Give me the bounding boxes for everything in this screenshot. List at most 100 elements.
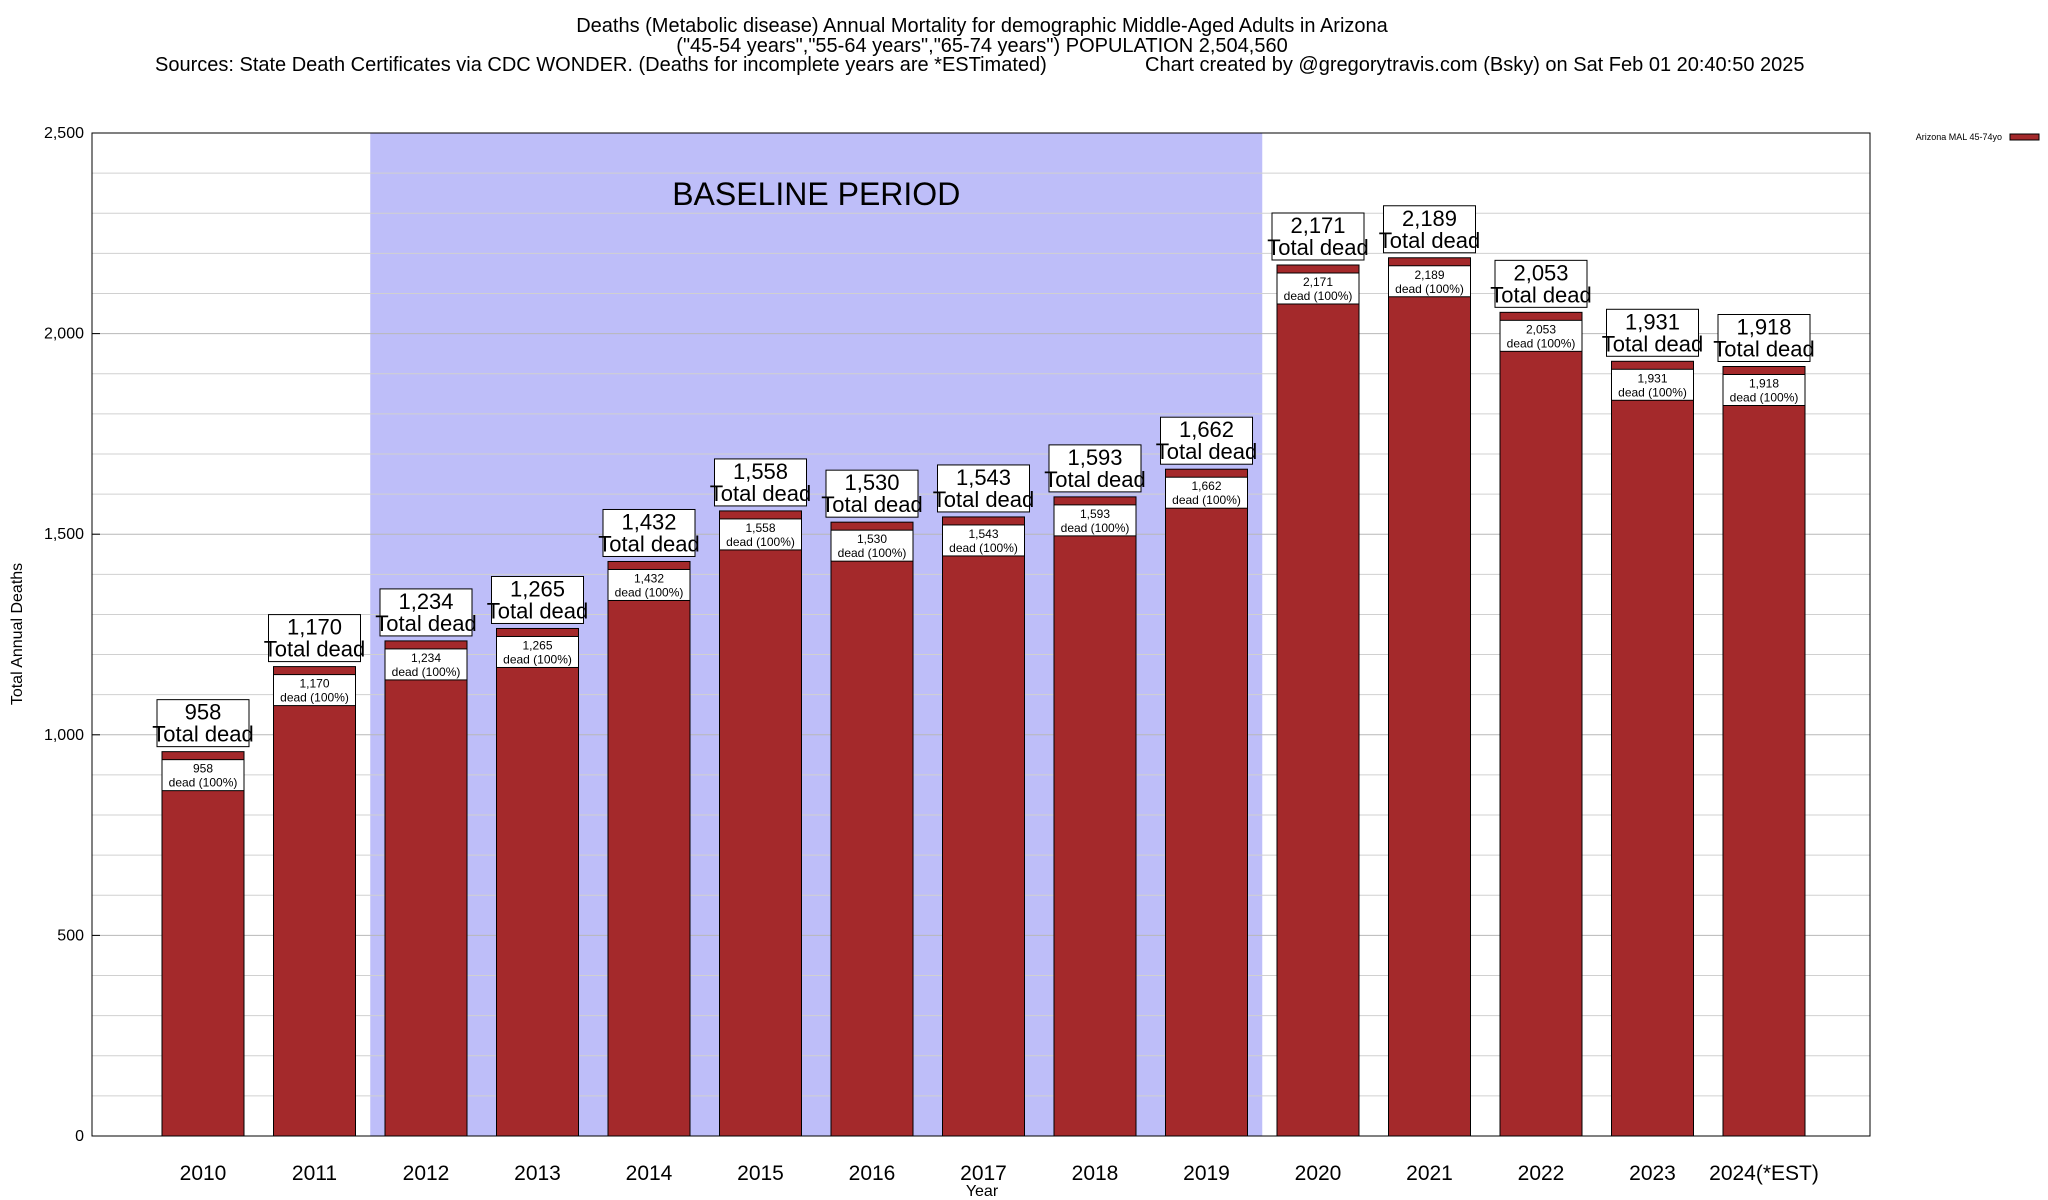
bar-inner-percent-label: dead (100%) xyxy=(615,585,684,599)
bar-total-value-label: 1,432 xyxy=(621,509,676,534)
bar-total-suffix-label: Total dead xyxy=(1713,336,1815,361)
bar xyxy=(719,510,802,1137)
bar-inner-percent-label: dead (100%) xyxy=(726,535,795,549)
bar xyxy=(384,640,468,1137)
x-axis-ticks: 2010 2011 2012 2013 2014 2015 2016 2017 2018 2019… xyxy=(180,1162,1819,1185)
chart-title-line-2: ("45-54 years","55-64 years","65-74 year… xyxy=(676,35,1287,57)
chart-sources-text: Sources: State Death Certificates via CD… xyxy=(155,54,1047,76)
bar-inner-value-label: 1,543 xyxy=(968,527,998,541)
bar-total-label-box xyxy=(268,614,361,663)
x-tick-label: 2017 xyxy=(960,1162,1007,1185)
bar-inner-label-box xyxy=(1388,265,1471,298)
bar-total-value-label: 2,171 xyxy=(1290,213,1345,238)
x-tick-label: 2018 xyxy=(1072,1162,1119,1185)
bar-inner-value-label: 958 xyxy=(193,762,213,776)
bar-inner-percent-label: dead (100%) xyxy=(503,652,572,666)
bar-total-label-box xyxy=(156,699,250,748)
bar-total-value-label: 2,189 xyxy=(1402,206,1457,231)
bar-total-label-box xyxy=(379,588,473,637)
bar-inner-percent-label: dead (100%) xyxy=(1507,336,1576,350)
bar-inner-label-box xyxy=(1499,319,1583,352)
chart-credit-text: Chart created by @gregorytravis.com (Bsk… xyxy=(1145,54,1805,76)
bar-inner-label-box xyxy=(496,635,579,668)
bar-inner-value-label: 1,931 xyxy=(1637,371,1667,385)
bar-inner-value-label: 1,265 xyxy=(522,638,552,652)
bar xyxy=(942,516,1025,1137)
bar-inner-label-box xyxy=(1722,373,1806,406)
bar-total-value-label: 958 xyxy=(185,700,222,725)
x-tick-label: 2011 xyxy=(292,1162,337,1185)
bar xyxy=(273,666,356,1137)
bar-inner-label-box xyxy=(942,524,1025,557)
bar-total-value-label: 1,558 xyxy=(733,459,788,484)
baseline-period-label: BASELINE PERIOD xyxy=(672,176,960,212)
x-tick-label: 2020 xyxy=(1295,1162,1342,1185)
chart-title-line-1: Deaths (Metabolic disease) Annual Mortal… xyxy=(576,15,1388,37)
bar-inner-value-label: 1,432 xyxy=(634,571,664,585)
bar-total-suffix-label: Total dead xyxy=(264,637,366,662)
bar-inner-value-label: 1,234 xyxy=(411,651,441,665)
bar-total-suffix-label: Total dead xyxy=(487,598,589,623)
bar-total-value-label: 1,543 xyxy=(956,465,1011,490)
bar-total-suffix-label: Total dead xyxy=(1379,228,1481,253)
bar xyxy=(1388,257,1471,1137)
bar xyxy=(161,751,245,1137)
bar-inner-percent-label: dead (100%) xyxy=(1172,493,1241,507)
bar-total-value-label: 2,053 xyxy=(1513,260,1568,285)
bar-total-label-box xyxy=(714,458,807,507)
x-tick-label: 2024(*EST) xyxy=(1709,1162,1819,1185)
bar-inner-percent-label: dead (100%) xyxy=(1061,521,1130,535)
bar-inner-value-label: 2,171 xyxy=(1303,275,1333,289)
bar-total-label-box xyxy=(1717,313,1811,362)
legend-entry-label: Arizona MAL 45-74yo xyxy=(1916,132,2002,142)
bar-total-label-box xyxy=(1160,416,1253,465)
bar xyxy=(1611,360,1694,1137)
bar-total-suffix-label: Total dead xyxy=(1602,331,1704,356)
bar-inner-value-label: 2,053 xyxy=(1526,322,1556,336)
bar xyxy=(1722,365,1806,1137)
y-tick-label: 2,500 xyxy=(44,125,84,142)
bar-inner-percent-label: dead (100%) xyxy=(1395,282,1464,296)
y-axis-label: Total Annual Deaths xyxy=(9,563,26,705)
x-tick-label: 2013 xyxy=(514,1162,561,1185)
bar-total-label-box xyxy=(1383,205,1476,254)
bar-total-label-box xyxy=(1494,259,1588,308)
bar xyxy=(830,521,914,1137)
plot-border xyxy=(91,132,1871,1137)
bar-inner-label-box xyxy=(273,674,356,707)
bar-total-suffix-label: Total dead xyxy=(1044,467,1146,492)
bar-inner-label-box xyxy=(1165,476,1248,509)
y-tick-label: 1,000 xyxy=(44,727,84,744)
bar-total-label-box xyxy=(1048,444,1142,493)
bar-inner-value-label: 2,189 xyxy=(1414,268,1444,282)
bar-total-suffix-label: Total dead xyxy=(1156,439,1258,464)
bar-total-value-label: 1,170 xyxy=(287,615,342,640)
bar-inner-label-box xyxy=(830,529,914,562)
bar-total-value-label: 1,265 xyxy=(510,576,565,601)
bar-inner-label-box xyxy=(719,518,802,551)
bar-inner-percent-label: dead (100%) xyxy=(1730,390,1799,404)
bar-inner-value-label: 1,662 xyxy=(1191,479,1221,493)
y-axis-ticks: 0 500 1,000 1,500 2,000 2,500 xyxy=(44,125,100,1145)
bar-inner-percent-label: dead (100%) xyxy=(169,776,238,790)
y-tick-label: 0 xyxy=(75,1128,84,1145)
bar-inner-label-box xyxy=(384,648,468,681)
x-tick-label: 2021 xyxy=(1406,1162,1453,1185)
bar-inner-percent-label: dead (100%) xyxy=(1618,385,1687,399)
